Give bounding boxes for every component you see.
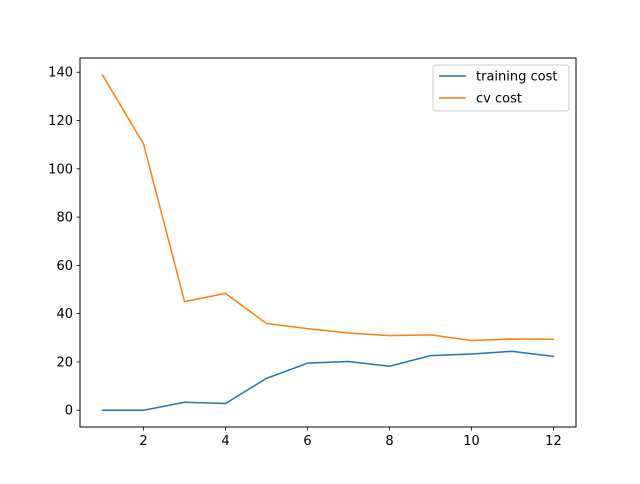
y-tick-label: 140 xyxy=(48,66,73,81)
series-line-1 xyxy=(101,74,555,342)
x-tick-label: 8 xyxy=(385,434,393,449)
x-tick-label: 2 xyxy=(139,434,147,449)
plot-frame xyxy=(79,57,577,428)
legend-label: training cost xyxy=(476,70,557,85)
legend-label: cv cost xyxy=(476,92,522,107)
y-tick-label: 60 xyxy=(56,259,73,274)
y-tick-label: 100 xyxy=(48,162,73,177)
x-axis-ticks: 2 4 6 8 10 12 xyxy=(139,427,562,449)
x-tick-label: 12 xyxy=(545,434,562,449)
x-tick-label: 4 xyxy=(221,434,229,449)
y-tick-label: 80 xyxy=(56,211,73,226)
y-axis-ticks: 0 20 40 60 80 100 120 140 xyxy=(48,66,80,419)
legend-box xyxy=(432,64,570,112)
y-tick-label: 0 xyxy=(65,404,73,419)
series-lines xyxy=(101,74,555,411)
series-line-0 xyxy=(101,350,555,411)
x-tick-label: 10 xyxy=(463,434,480,449)
y-tick-label: 20 xyxy=(56,355,73,370)
y-tick-label: 40 xyxy=(56,307,73,322)
legend: training cost cv cost xyxy=(432,64,570,112)
y-tick-label: 120 xyxy=(48,114,73,129)
x-tick-label: 6 xyxy=(303,434,311,449)
